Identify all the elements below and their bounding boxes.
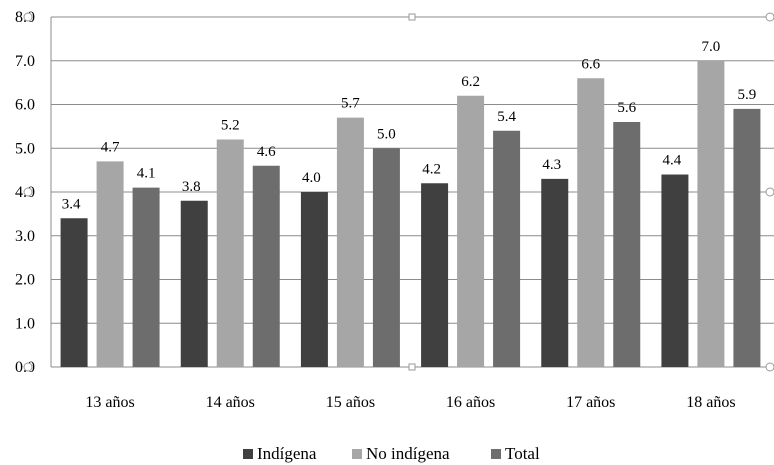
resize-handle[interactable] bbox=[408, 363, 416, 371]
legend-label: Indígena bbox=[257, 444, 317, 463]
x-tick-label: 16 años bbox=[446, 394, 495, 411]
data-label: 4.2 bbox=[422, 161, 441, 177]
data-label: 5.6 bbox=[617, 100, 636, 116]
y-tick-label: 7.0 bbox=[15, 53, 35, 70]
data-label: 4.6 bbox=[257, 144, 276, 160]
resize-handle[interactable] bbox=[765, 362, 774, 372]
x-tick-label: 17 años bbox=[566, 394, 615, 411]
y-tick-label: 6.0 bbox=[15, 97, 35, 114]
data-label: 5.9 bbox=[738, 87, 757, 103]
resize-handle[interactable] bbox=[23, 187, 33, 197]
x-axis-ticks: 13 años 14 años 15 años 16 años 17 años 18 añ… bbox=[85, 394, 735, 411]
bar bbox=[541, 178, 569, 367]
y-tick-label: 1.0 bbox=[15, 315, 35, 332]
resize-handle[interactable] bbox=[765, 187, 774, 197]
legend: Indígena No indígena Total bbox=[243, 444, 540, 463]
x-tick-label: 15 años bbox=[326, 394, 375, 411]
resize-handle[interactable] bbox=[408, 13, 416, 21]
bar bbox=[180, 200, 208, 367]
bar bbox=[216, 139, 244, 367]
data-label: 5.7 bbox=[341, 96, 360, 112]
bar bbox=[300, 192, 328, 367]
selection-handles bbox=[23, 12, 774, 372]
data-label: 5.2 bbox=[221, 118, 240, 134]
legend-swatch bbox=[243, 449, 253, 459]
data-label: 4.4 bbox=[663, 153, 682, 169]
bar bbox=[661, 174, 689, 367]
data-label: 6.2 bbox=[461, 74, 480, 90]
bar bbox=[421, 183, 449, 367]
data-label: 4.1 bbox=[137, 166, 156, 182]
bar bbox=[96, 161, 124, 367]
bar bbox=[697, 60, 725, 367]
data-label: 4.7 bbox=[101, 139, 120, 155]
legend-label: No indígena bbox=[366, 444, 450, 463]
data-label: 5.0 bbox=[377, 126, 396, 142]
bars bbox=[60, 60, 761, 367]
resize-handle[interactable] bbox=[23, 12, 33, 22]
bar bbox=[733, 108, 761, 367]
bar bbox=[252, 165, 280, 367]
bar bbox=[60, 218, 88, 367]
data-label: 4.0 bbox=[302, 170, 321, 186]
y-tick-label: 2.0 bbox=[15, 272, 35, 289]
bar bbox=[132, 187, 160, 367]
y-tick-label: 3.0 bbox=[15, 228, 35, 245]
legend-swatch bbox=[491, 449, 501, 459]
data-label: 3.8 bbox=[182, 179, 201, 195]
x-tick-label: 14 años bbox=[206, 394, 255, 411]
bar bbox=[613, 122, 641, 367]
data-label: 5.4 bbox=[497, 109, 516, 125]
resize-handle[interactable] bbox=[765, 12, 774, 22]
resize-handle[interactable] bbox=[23, 362, 33, 372]
data-labels: 3.4 4.7 4.1 3.8 5.2 4.6 4.0 5.7 5.0 4.2 6.2 5.4 4.3 6… bbox=[62, 39, 757, 213]
data-label: 6.6 bbox=[581, 56, 600, 72]
legend-swatch bbox=[352, 449, 362, 459]
data-label: 4.3 bbox=[542, 157, 561, 173]
bar bbox=[493, 130, 521, 367]
y-tick-label: 5.0 bbox=[15, 140, 35, 157]
legend-label: Total bbox=[505, 444, 540, 463]
bar bbox=[457, 95, 485, 367]
data-label: 7.0 bbox=[702, 39, 721, 55]
bar bbox=[577, 78, 605, 367]
x-tick-label: 13 años bbox=[85, 394, 134, 411]
bar bbox=[336, 117, 364, 367]
x-tick-label: 18 años bbox=[686, 394, 735, 411]
bar bbox=[372, 148, 400, 367]
data-label: 3.4 bbox=[62, 196, 81, 212]
